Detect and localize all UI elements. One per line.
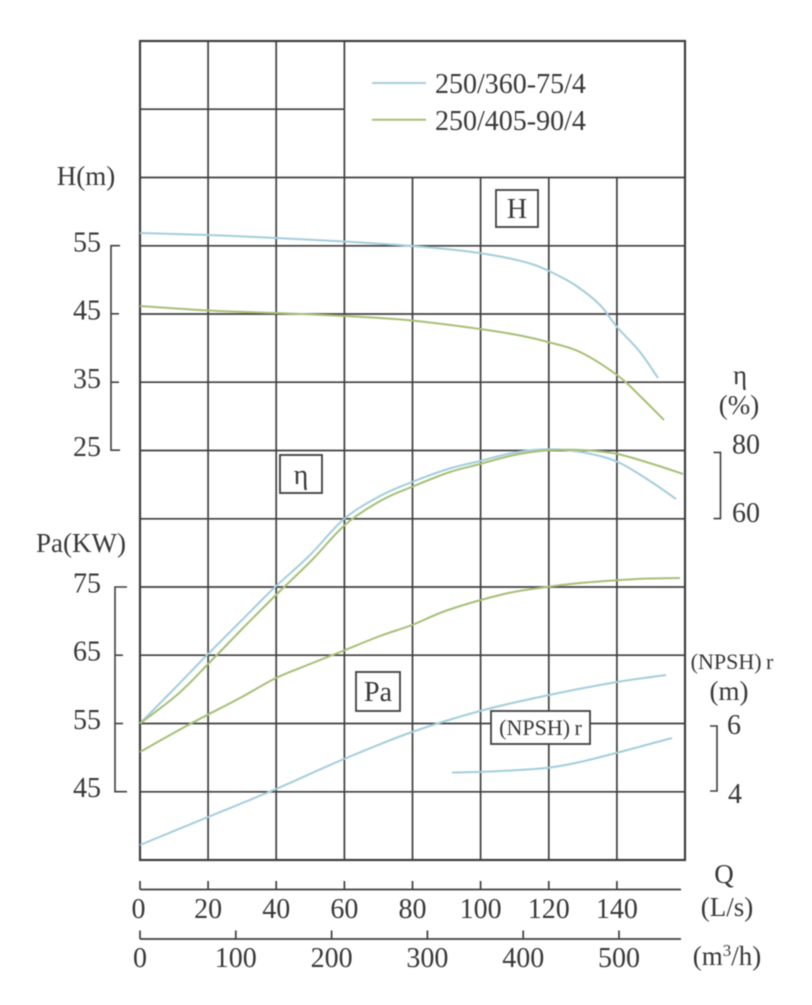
svg-text:500: 500	[598, 943, 640, 974]
svg-text:(m): (m)	[710, 676, 749, 706]
svg-text:250/360-75/4: 250/360-75/4	[435, 69, 586, 100]
svg-text:0: 0	[132, 894, 146, 925]
svg-text:80: 80	[732, 430, 760, 461]
svg-text:25: 25	[73, 432, 101, 463]
svg-text:H: H	[507, 194, 527, 225]
svg-text:45: 45	[73, 773, 101, 804]
svg-text:(NPSH) r: (NPSH) r	[499, 715, 582, 740]
svg-text:0: 0	[133, 943, 147, 974]
svg-text:250/405-90/4: 250/405-90/4	[435, 106, 586, 137]
svg-text:140: 140	[596, 894, 638, 925]
svg-text:H(m): H(m)	[57, 161, 115, 191]
svg-text:400: 400	[502, 943, 544, 974]
svg-text:100: 100	[215, 943, 257, 974]
svg-text:45: 45	[73, 296, 101, 327]
svg-text:6: 6	[727, 710, 741, 741]
svg-text:Q: Q	[714, 859, 734, 889]
svg-text:Pa(KW): Pa(KW)	[36, 528, 126, 558]
svg-text:55: 55	[73, 228, 101, 259]
svg-text:55: 55	[73, 705, 101, 736]
svg-text:4: 4	[728, 779, 742, 810]
svg-text:300: 300	[406, 943, 448, 974]
svg-text:35: 35	[73, 364, 101, 395]
svg-text:(%): (%)	[719, 390, 759, 420]
svg-text:(L/s): (L/s)	[701, 892, 753, 922]
svg-text:75: 75	[73, 569, 101, 600]
svg-text:40: 40	[262, 894, 290, 925]
svg-text:65: 65	[73, 637, 101, 668]
svg-text:60: 60	[732, 498, 760, 529]
svg-text:Pa: Pa	[364, 677, 393, 708]
svg-text:60: 60	[330, 894, 358, 925]
svg-text:200: 200	[311, 943, 353, 974]
svg-text:20: 20	[194, 894, 222, 925]
svg-text:η: η	[733, 360, 747, 390]
svg-text:120: 120	[528, 894, 570, 925]
svg-text:η: η	[294, 460, 309, 491]
svg-text:(NPSH) r: (NPSH) r	[691, 649, 774, 674]
svg-text:80: 80	[399, 894, 427, 925]
svg-text:100: 100	[460, 894, 502, 925]
